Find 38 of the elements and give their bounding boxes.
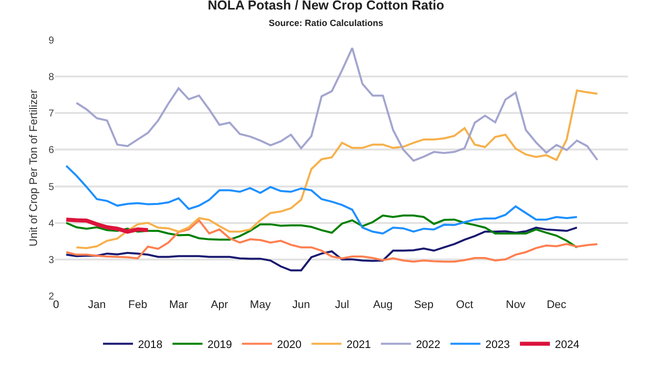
line-series	[65, 219, 598, 263]
legend-label: 2023	[485, 339, 510, 352]
chart-subtitle: Source: Ratio Calculations	[268, 18, 384, 28]
legend-label: 2022	[416, 339, 440, 352]
x-tick-label: Nov	[506, 299, 526, 311]
y-tick-label: 7	[48, 108, 54, 120]
line-series	[75, 89, 598, 250]
line-series	[65, 226, 578, 272]
x-tick-label: Feb	[128, 299, 148, 311]
y-tick-label: 6	[48, 145, 54, 156]
legend-label: 2020	[276, 339, 302, 352]
y-tick-label: 4	[48, 218, 54, 230]
y-axis-title: Unit of Crop Per Ton of Fertilizer	[28, 89, 40, 246]
y-tick-label: 2	[48, 292, 54, 302]
legend-label: 2019	[207, 339, 232, 352]
x-tick-label: Aug	[373, 299, 393, 311]
x-tick-label: 0	[52, 299, 60, 311]
x-tick-label: Oct	[456, 299, 474, 311]
y-tick-label: 3	[48, 254, 54, 266]
line-series	[75, 47, 598, 162]
legend-label: 2021	[346, 339, 371, 352]
x-tick-label: Mar	[169, 299, 188, 311]
y-tick-label: 5	[48, 182, 54, 193]
legend-label: 2024	[554, 339, 580, 352]
x-tick-label: Dec	[546, 299, 567, 311]
line-series	[64, 218, 150, 234]
x-tick-label: Jun	[292, 299, 310, 311]
line-series	[65, 164, 578, 234]
legend-label: 2018	[138, 339, 162, 352]
x-tick-label: Sep	[414, 299, 434, 311]
y-tick-label: 9	[48, 36, 54, 46]
x-tick-label: Apr	[210, 299, 228, 311]
line-series	[65, 214, 578, 248]
x-tick-label: May	[250, 299, 272, 311]
chart-title: NOLA Potash / New Crop Cotton Ratio	[208, 0, 444, 12]
y-tick-label: 8	[48, 72, 54, 84]
x-tick-label: Jul	[334, 299, 350, 311]
x-tick-label: Jan	[88, 299, 106, 311]
